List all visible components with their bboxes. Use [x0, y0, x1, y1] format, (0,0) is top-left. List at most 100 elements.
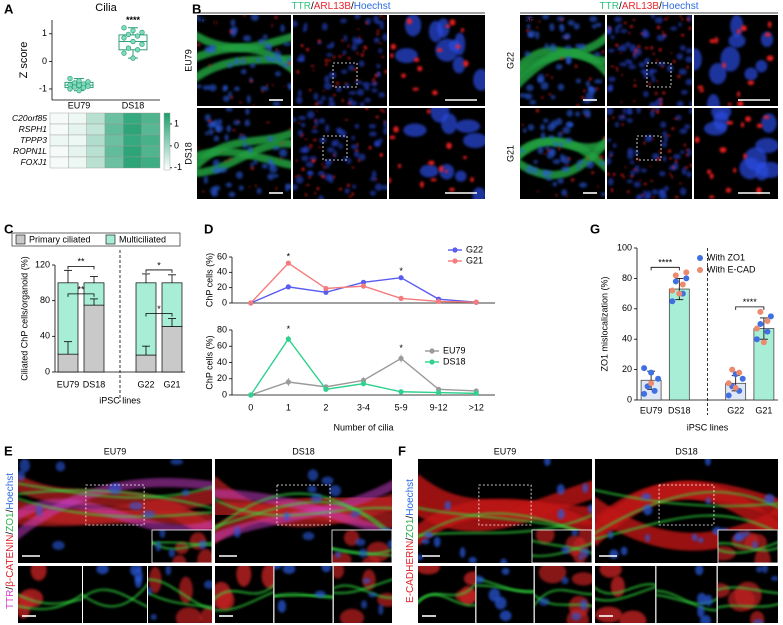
cell-signal: [538, 597, 550, 606]
cell-signal: [704, 459, 711, 466]
cell-signal: [294, 175, 298, 178]
cell-signal: [577, 43, 586, 50]
x-tick-label: G21: [755, 405, 772, 415]
cell-signal: [462, 132, 485, 149]
significance-label: *: [399, 266, 403, 276]
cell-signal: [444, 500, 452, 511]
cell-signal: [627, 190, 630, 194]
cell-signal: [220, 166, 228, 173]
significance-label: ****: [743, 297, 758, 307]
cell-signal: [175, 607, 202, 623]
cell-signal: [737, 100, 744, 106]
x-tick-label: DS18: [83, 379, 106, 389]
cell-signal: [644, 46, 649, 50]
cell-signal: [269, 160, 275, 168]
bar-segment: [135, 354, 157, 373]
cell-signal: [378, 72, 380, 74]
cell-signal: [576, 159, 585, 164]
cell-signal: [463, 60, 469, 67]
cell-signal: [649, 165, 652, 167]
data-point: [753, 336, 760, 343]
cell-signal: [197, 17, 206, 22]
cell-signal: [208, 128, 214, 136]
cell-signal: [663, 135, 669, 142]
cell-signal: [626, 179, 633, 184]
cell-signal: [256, 57, 261, 63]
cell-signal: [704, 594, 713, 607]
x-tick-label: 0: [248, 402, 253, 412]
cell-signal: [335, 82, 340, 85]
cell-signal: [671, 127, 675, 130]
cell-signal: [621, 115, 624, 118]
significance-label: *: [287, 252, 291, 262]
microscopy-image: [476, 566, 534, 623]
cell-signal: [526, 84, 534, 92]
stain-part: TTR: [5, 590, 16, 609]
chart-title: Cilia: [95, 2, 117, 14]
tissue-signal: [595, 583, 656, 595]
row-label: C20orf85: [12, 113, 47, 123]
cell-signal: [437, 18, 450, 38]
cell-signal: [705, 497, 711, 505]
cell-signal: [728, 33, 746, 48]
cell-signal: [662, 91, 666, 95]
cell-signal: [235, 171, 243, 179]
cell-signal: [612, 116, 615, 119]
row-label: G21: [505, 145, 515, 162]
cell-signal: [564, 45, 572, 50]
tissue-signal: [152, 541, 212, 550]
cell-signal: [238, 185, 244, 191]
tissue-signal: [534, 594, 593, 607]
cell-signal: [599, 566, 622, 578]
cell-signal: [654, 16, 663, 24]
cell-signal: [736, 91, 741, 97]
cell-signal: [679, 182, 682, 185]
cell-signal: [608, 531, 614, 540]
cell-signal: [542, 118, 549, 123]
cell-signal: [353, 68, 357, 71]
tissue-signal: [718, 541, 778, 554]
cell-signal: [689, 100, 692, 106]
cell-signal: [727, 102, 732, 106]
cell-signal: [641, 493, 652, 500]
cell-signal: [213, 185, 221, 192]
cell-signal: [672, 166, 675, 169]
cell-signal: [733, 534, 743, 542]
cell-signal: [340, 69, 348, 74]
cell-signal: [615, 43, 619, 47]
cell-signal: [274, 566, 282, 570]
heatmap-cell: [49, 123, 69, 136]
cell-signal: [740, 122, 745, 128]
stain-part: /: [619, 1, 622, 12]
cell-signal: [468, 556, 477, 563]
cell-signal: [734, 581, 762, 609]
cell-signal: [529, 18, 533, 21]
cell-signal: [586, 160, 595, 169]
stain-part: /: [659, 1, 662, 12]
cell-signal: [323, 165, 326, 169]
cell-signal: [599, 155, 603, 159]
microscopy-image: [293, 15, 387, 106]
significance-label: *: [287, 324, 291, 334]
cell-signal: [208, 84, 217, 92]
cell-signal: [350, 510, 361, 518]
cell-signal: [653, 101, 660, 106]
microscopy-image: [389, 15, 485, 106]
cell-signal: [745, 116, 752, 122]
cell-signal: [322, 89, 325, 92]
cell-signal: [378, 48, 383, 54]
legend-label: Multiciliated: [119, 234, 166, 244]
cell-signal: [383, 127, 387, 135]
tissue-signal: [18, 482, 212, 499]
cell-signal: [566, 56, 571, 65]
microscopy-image: [333, 566, 392, 623]
y-tick-label: 60: [622, 303, 632, 313]
cell-signal: [526, 23, 531, 30]
cell-signal: [609, 155, 612, 157]
legend-marker: [429, 348, 435, 354]
cell-signal: [348, 64, 355, 71]
cell-signal: [575, 78, 581, 84]
cell-signal: [754, 547, 771, 563]
stain-label: TTR/ARL13B/Hoechst: [600, 1, 699, 12]
cell-signal: [555, 193, 558, 197]
